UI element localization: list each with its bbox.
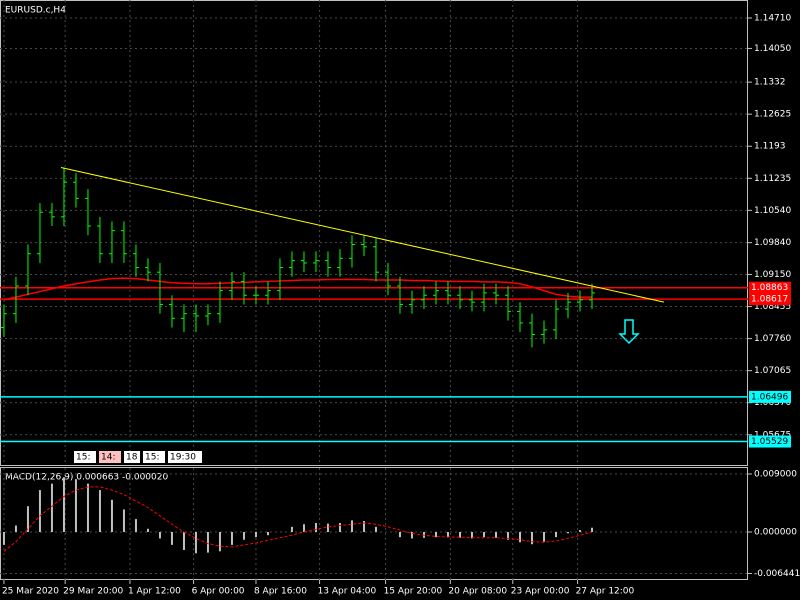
y-tick-label: 1.11235 <box>754 174 791 184</box>
y-tick-label: 1.08455 <box>754 302 791 312</box>
main-frame <box>0 0 748 466</box>
time-tag <box>143 451 165 463</box>
x-tick-label: 8 Apr 16:00 <box>254 587 307 597</box>
time-tag-label: 18 <box>126 453 138 463</box>
x-tick-label: 23 Apr 00:00 <box>511 587 570 597</box>
y-tick-label: 1.1332 <box>754 78 786 88</box>
y-tick-label: 1.06370 <box>754 398 791 408</box>
time-tag <box>124 451 140 463</box>
sell-arrow <box>618 319 640 345</box>
price-level-tag <box>749 293 791 306</box>
price-level-label: 1.08863 <box>751 283 788 293</box>
price-level-label: 1.08617 <box>751 295 788 305</box>
price-level-label: 1.06496 <box>751 392 788 402</box>
y-tick-label: 1.14710 <box>754 13 791 23</box>
y-tick-label: 1.09150 <box>754 270 791 280</box>
price-level-tag <box>749 390 791 403</box>
x-tick-label: 27 Apr 12:00 <box>576 587 635 597</box>
x-tick-label: 29 Mar 20:00 <box>63 587 123 597</box>
y-tick-label: 1.10540 <box>754 206 791 216</box>
y-tick-label: -0.006441 <box>754 569 800 579</box>
chart-title: EURUSD.c,H4 <box>5 6 66 16</box>
y-tick-label: 0.009000 <box>754 469 797 479</box>
x-tick-label: 13 Apr 04:00 <box>318 587 377 597</box>
time-tag-label: 15: <box>76 453 90 463</box>
y-tick-label: 1.09840 <box>754 238 791 248</box>
x-tick-label: 25 Mar 2020 <box>2 587 59 597</box>
y-tick-label: 0.000000 <box>754 527 797 537</box>
macd-title: MACD(12,26,9) 0.000663 -0.000020 <box>5 473 168 483</box>
moving-average <box>3 277 592 301</box>
y-tick-label: 1.07760 <box>754 334 791 344</box>
price-level-tag <box>749 435 791 448</box>
time-tag-label: 19:30 <box>170 453 196 463</box>
price-level-tag <box>749 281 791 294</box>
x-tick-label: 15 Apr 20:00 <box>384 587 443 597</box>
price-level-label: 1.05529 <box>751 437 788 447</box>
trendline <box>60 166 665 303</box>
y-tick-label: 1.12625 <box>754 110 791 120</box>
x-tick-label: 20 Apr 08:00 <box>448 587 507 597</box>
time-tag <box>99 451 121 463</box>
y-tick-label: 1.1193 <box>754 142 786 152</box>
time-tag <box>168 451 202 463</box>
y-tick-label: 1.14050 <box>754 44 791 54</box>
x-tick-label: 1 Apr 12:00 <box>128 587 181 597</box>
time-tag-label: 15: <box>145 453 159 463</box>
y-tick-label: 1.05675 <box>754 430 791 440</box>
signal-line <box>3 486 593 552</box>
x-tick-label: 6 Apr 00:00 <box>192 587 245 597</box>
time-tag <box>74 451 96 463</box>
time-tag-label: 14: <box>101 453 115 463</box>
macd-frame <box>0 467 748 580</box>
y-tick-label: 1.07065 <box>754 366 791 376</box>
